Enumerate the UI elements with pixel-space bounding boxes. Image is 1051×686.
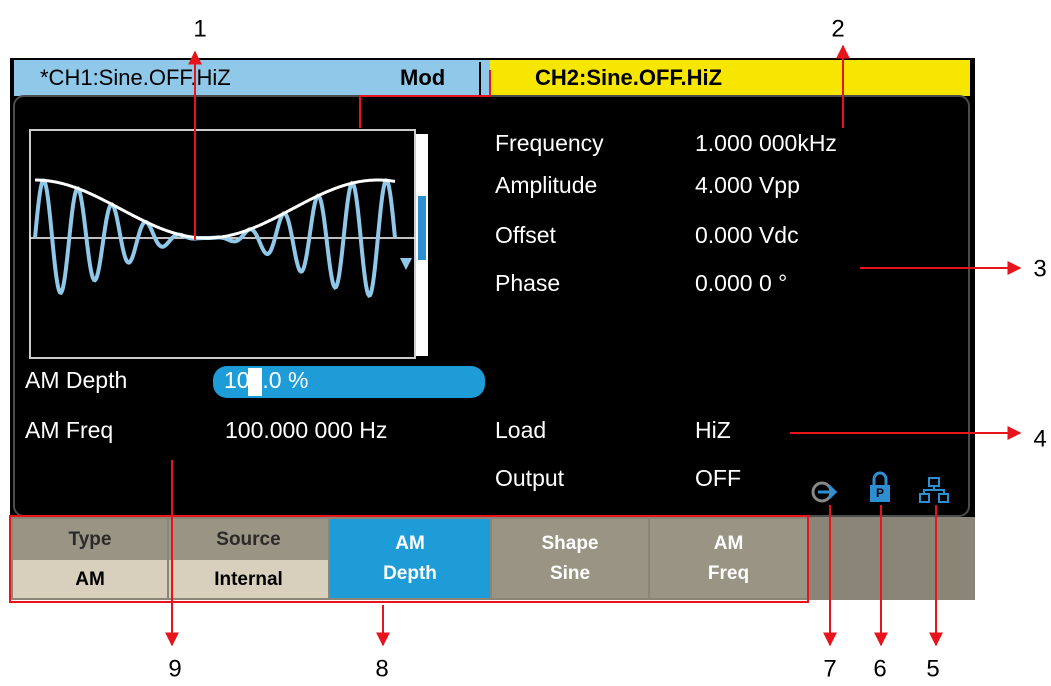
param-value: 0.000 Vdc <box>695 222 799 248</box>
callout-number: 9 <box>168 655 181 682</box>
ch2-tab[interactable] <box>490 60 970 96</box>
ch2-label: CH2:Sine.OFF.HiZ <box>535 65 722 90</box>
am-freq-label: AM Freq <box>25 417 113 443</box>
softkey-top: Source <box>216 529 280 550</box>
param-value: 4.000 Vpp <box>695 172 800 198</box>
am-depth-label: AM Depth <box>25 367 127 393</box>
softkey-top: Shape <box>541 533 598 554</box>
param-label: Frequency <box>495 130 604 156</box>
softkey-top: Type <box>69 529 112 550</box>
callout-number: 8 <box>375 655 388 682</box>
am-depth-field[interactable] <box>213 366 485 398</box>
softkey-bottom: Freq <box>708 563 749 584</box>
load-value: HiZ <box>695 417 731 443</box>
callout-number: 4 <box>1033 425 1046 452</box>
param-value: 0.000 0 ° <box>695 270 787 296</box>
softkey-value-bg <box>13 560 167 598</box>
am-freq-value: 100.000 000 Hz <box>225 417 387 443</box>
ch1-tab[interactable] <box>14 60 492 96</box>
callout-number: 7 <box>823 655 836 682</box>
param-label: Amplitude <box>495 172 597 198</box>
param-label: Offset <box>495 222 557 248</box>
am-depth-value: 100.0 % <box>224 367 308 393</box>
waveform-box <box>29 129 416 359</box>
mod-label: Mod <box>400 65 445 90</box>
callout-number: 6 <box>873 655 886 682</box>
softkey-bottom: Sine <box>550 563 590 584</box>
softkey[interactable] <box>650 519 807 598</box>
status-icons: P <box>811 471 949 503</box>
softkey-bottom: Internal <box>214 569 283 590</box>
softkey-bottom: AM <box>75 569 105 590</box>
ch1-label: *CH1:Sine.OFF.HiZ <box>40 65 231 90</box>
softkey-bottom: Depth <box>383 563 437 584</box>
output-label: Output <box>495 465 565 491</box>
softkey[interactable] <box>492 519 648 598</box>
param-label: Phase <box>495 270 560 296</box>
load-label: Load <box>495 417 546 443</box>
callout-lines <box>165 44 1022 647</box>
softkey[interactable] <box>330 519 490 598</box>
callout-number: 5 <box>926 655 939 682</box>
callout-number: 3 <box>1033 255 1046 282</box>
softkey-top: AM <box>395 533 425 554</box>
output-value: OFF <box>695 465 741 491</box>
softkey-highlight <box>9 515 809 603</box>
param-value: 1.000 000kHz <box>695 130 837 156</box>
softkey-top: AM <box>714 533 744 554</box>
envelope <box>35 178 396 240</box>
callout-number: 1 <box>193 15 206 42</box>
callout-number: 2 <box>831 15 844 42</box>
softkey-value-bg <box>169 560 328 598</box>
svg-text:P: P <box>876 486 884 500</box>
